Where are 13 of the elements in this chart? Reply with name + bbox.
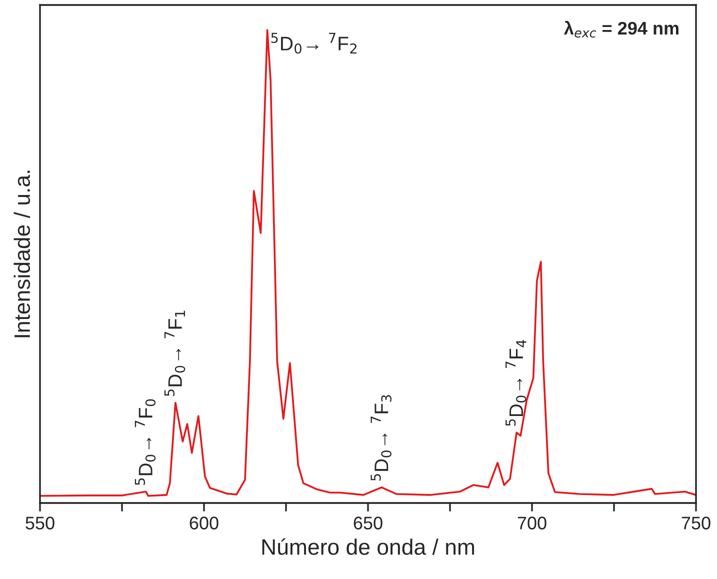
annotation: $^{5}$D$_{0}$→ $^{7}$F$_{2}$ (271, 32, 356, 54)
x-tick-label: 700 (518, 516, 546, 530)
annotation: $^{5}$D$_{0}$→ $^{7}$F$_{4}$ (506, 340, 526, 426)
y-axis-title: Intensidade / u.a. (14, 170, 30, 338)
annotation: $^{5}$D$_{0}$→ $^{7}$F$_{3}$ (370, 395, 392, 481)
annotation: $^{5}$D$_{0}$→ $^{7}$F$_{1}$ (164, 310, 186, 396)
x-tick-label: 750 (682, 516, 710, 530)
x-tick-label: 650 (354, 516, 382, 530)
x-tick-label: 550 (26, 516, 54, 530)
x-tick-label: 600 (190, 516, 218, 530)
annotation: $^{5}$D$_{0}$→ $^{7}$F$_{0}$ (134, 399, 156, 485)
annotation: λ$_{exc}$ = 294 nm (564, 20, 678, 38)
x-axis-title: Número de onda / nm (262, 538, 474, 555)
